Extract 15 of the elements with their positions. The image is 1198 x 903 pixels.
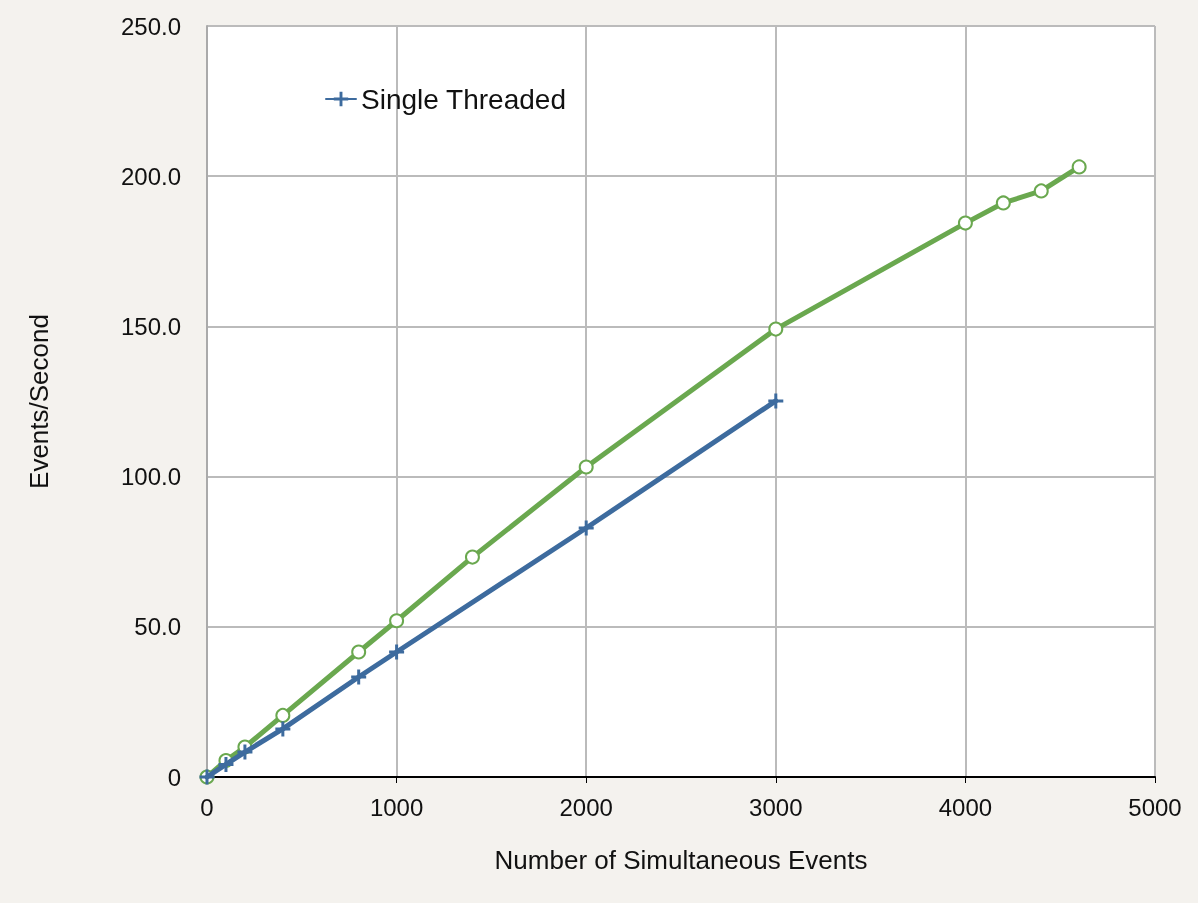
y-axis-title: Events/Second — [24, 314, 54, 489]
x-tick-label: 1000 — [369, 793, 424, 821]
y-tick-label: 200.0 — [120, 162, 181, 190]
x-tick-label: 4000 — [938, 793, 993, 821]
x-tick-label: 2000 — [559, 793, 613, 821]
y-tick-label: 150.0 — [120, 312, 181, 340]
x-tick-label: 3000 — [749, 793, 803, 821]
y-tick-label: 0 — [167, 763, 181, 791]
x-axis-title: Number of Simultaneous Events — [494, 845, 868, 875]
y-tick-label: 50.0 — [134, 613, 181, 641]
y-tick-label: 100.0 — [120, 463, 181, 491]
y-tick-label: 250.0 — [120, 12, 181, 40]
legend-label: Single Threaded — [361, 83, 566, 115]
x-tick-label: 5000 — [1128, 793, 1182, 821]
x-tick-label: 0 — [200, 793, 214, 821]
